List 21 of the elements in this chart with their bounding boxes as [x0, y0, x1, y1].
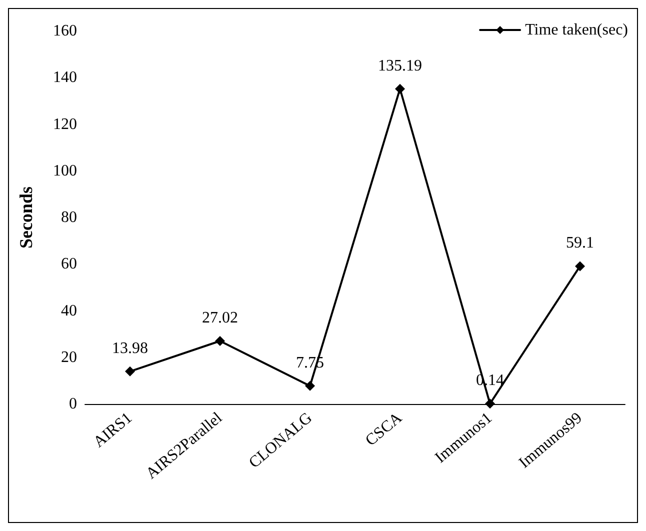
data-label: 59.1 [566, 234, 594, 252]
point [125, 366, 135, 376]
point [575, 261, 585, 272]
y-tick-label: 0 [69, 396, 77, 412]
point [215, 336, 225, 346]
point [305, 380, 315, 391]
data-label: 135.19 [378, 57, 422, 74]
legend-label: Time taken(sec) [525, 22, 628, 38]
y-axis-title: Seconds [16, 186, 36, 249]
y-tick-label: 120 [53, 116, 77, 133]
point [395, 84, 405, 94]
y-tick-label: 20 [61, 348, 77, 366]
y-tick-label: 60 [61, 256, 77, 273]
data-label: 13.98 [112, 340, 148, 357]
data-label: 27.02 [202, 310, 238, 327]
y-tick-label: 160 [53, 22, 77, 40]
y-tick-label: 40 [61, 302, 77, 320]
y-tick-label: 140 [53, 69, 77, 86]
y-tick-label: 80 [61, 209, 77, 226]
point [485, 398, 495, 409]
y-tick-label: 100 [53, 162, 77, 180]
